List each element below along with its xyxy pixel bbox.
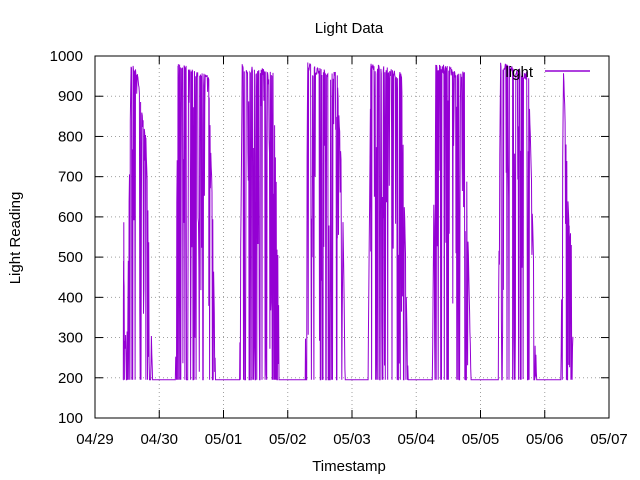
y-tick-label: 100: [58, 410, 83, 427]
series-line-light: [122, 62, 574, 381]
y-axis-title: Light Reading: [7, 192, 24, 285]
axis-ticks: [94, 55, 610, 419]
x-tick-label: 05/01: [205, 431, 243, 448]
legend: light: [505, 64, 590, 81]
y-tick-label: 700: [58, 169, 83, 186]
y-tick-label: 800: [58, 128, 83, 145]
y-tick-label: 200: [58, 370, 83, 387]
x-tick-label: 05/03: [333, 431, 371, 448]
y-tick-label: 400: [58, 289, 83, 306]
x-tick-label: 05/06: [526, 431, 564, 448]
x-tick-label: 05/02: [269, 431, 307, 448]
y-tick-label: 900: [58, 88, 83, 105]
x-tick-label: 05/04: [397, 431, 435, 448]
x-tick-label: 05/05: [462, 431, 500, 448]
tick-labels: 100 200 300 400 500 600 700 800 900 1000 04/29 04/3…: [50, 48, 628, 448]
chart-title: Light Data: [315, 20, 384, 37]
x-tick-label: 05/07: [590, 431, 628, 448]
y-tick-label: 300: [58, 330, 83, 347]
series-light: [122, 62, 574, 381]
y-tick-label: 600: [58, 209, 83, 226]
legend-label: light: [505, 64, 533, 81]
y-tick-label: 1000: [50, 48, 83, 65]
x-tick-label: 04/30: [140, 431, 178, 448]
x-tick-label: 04/29: [76, 431, 114, 448]
y-tick-label: 500: [58, 249, 83, 266]
x-axis-title: Timestamp: [312, 458, 386, 475]
